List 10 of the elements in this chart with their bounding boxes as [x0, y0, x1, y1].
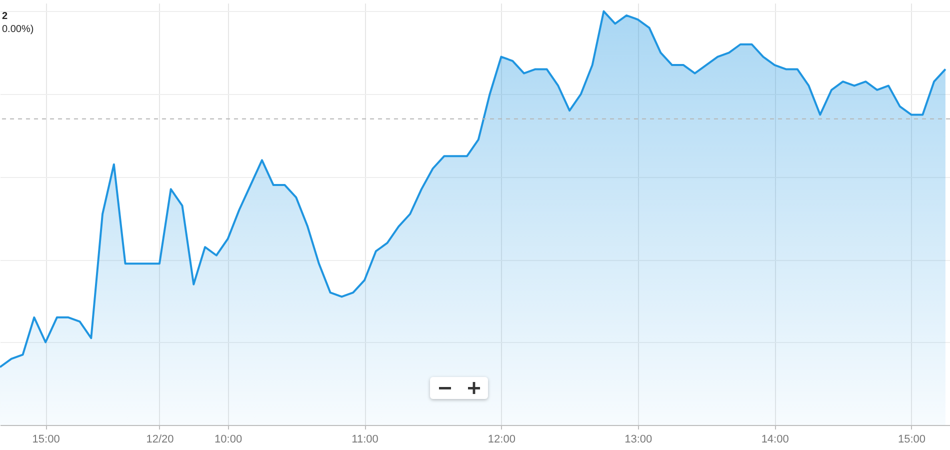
annotation: 0.00%)	[2, 24, 34, 35]
x-tick-label: 13:00	[624, 434, 652, 446]
x-tick-label: 15:00	[32, 434, 60, 446]
x-tick-label: 14:00	[761, 434, 789, 446]
x-tick-label: 10:00	[214, 434, 242, 446]
x-tick-label: 12:00	[488, 434, 516, 446]
x-tick-label: 12/20	[146, 434, 174, 446]
annotation: 2	[2, 11, 8, 22]
x-tick-label: 11:00	[352, 434, 378, 446]
x-tick-label: 15:00	[898, 434, 926, 446]
